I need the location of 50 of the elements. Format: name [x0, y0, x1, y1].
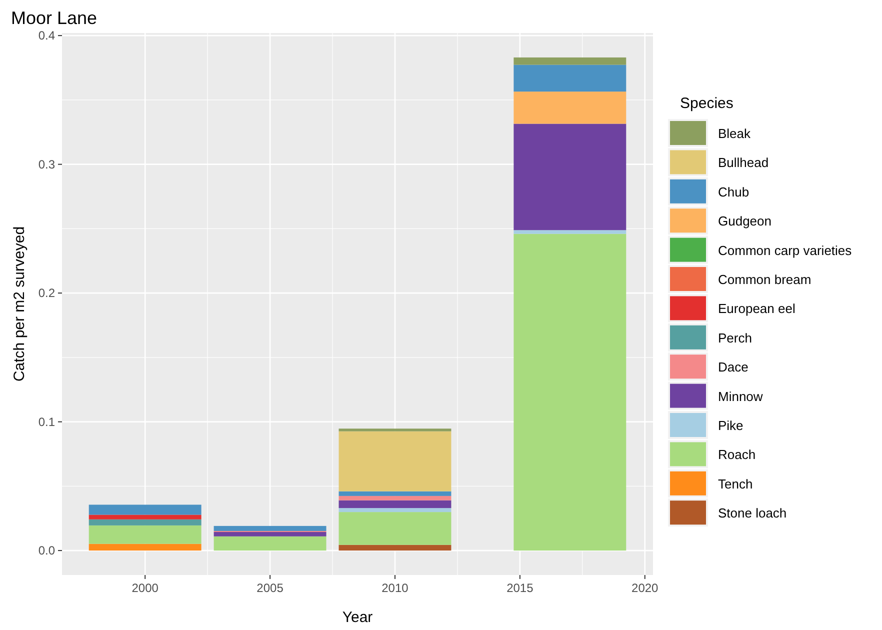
legend-label: Chub	[718, 184, 750, 200]
bar	[88, 544, 202, 551]
bar	[514, 234, 626, 551]
bar	[514, 64, 626, 92]
y-tick-label: 0.4	[38, 28, 56, 43]
legend-label: Common carp varieties	[718, 242, 852, 258]
bar	[88, 514, 202, 520]
legend-label: Common bream	[718, 272, 812, 287]
legend-label: Bleak	[718, 126, 752, 141]
x-tick-label: 2015	[506, 581, 534, 595]
legend-label: Roach	[718, 447, 756, 462]
bar	[214, 536, 326, 551]
bar	[514, 124, 626, 230]
bar	[514, 230, 626, 234]
bar	[338, 431, 452, 492]
bar	[338, 544, 452, 551]
legend-label: European eel	[718, 301, 796, 316]
bar	[214, 532, 326, 536]
y-tick-label: 0.1	[38, 414, 56, 429]
y-tick-label: 0.2	[38, 286, 56, 300]
bar	[214, 526, 326, 531]
bar	[338, 512, 452, 545]
y-tick-label: 0.0	[38, 544, 56, 558]
y-tick-label: 0.3	[38, 157, 56, 172]
legend-label: Minnow	[718, 388, 764, 404]
x-tick-label: 2005	[256, 581, 284, 595]
x-axis-title: Year	[342, 609, 373, 626]
bar	[338, 491, 452, 496]
bar	[338, 428, 452, 432]
bar	[338, 496, 452, 500]
bar	[88, 504, 202, 515]
legend-title: Species	[680, 95, 734, 112]
x-tick-label: 2010	[382, 581, 409, 595]
legend-label: Bullhead	[718, 155, 769, 170]
y-axis-title: Catch per m2 surveyed	[11, 226, 28, 382]
bar	[514, 92, 626, 124]
legend-label: Gudgeon	[718, 214, 772, 229]
legend-label: Stone loach	[718, 506, 787, 521]
bar	[338, 500, 452, 508]
legend-label: Dace	[718, 360, 748, 375]
bar	[514, 57, 626, 65]
legend-label: Perch	[718, 330, 752, 346]
bar	[88, 525, 202, 544]
bar	[338, 508, 452, 512]
x-tick-label: 2020	[632, 581, 659, 595]
chart-title: Moor Lane	[11, 8, 98, 28]
legend-label: Tench	[718, 476, 753, 492]
x-tick-label: 2000	[132, 581, 159, 595]
legend-label: Pike	[718, 418, 744, 433]
bar	[88, 519, 202, 526]
